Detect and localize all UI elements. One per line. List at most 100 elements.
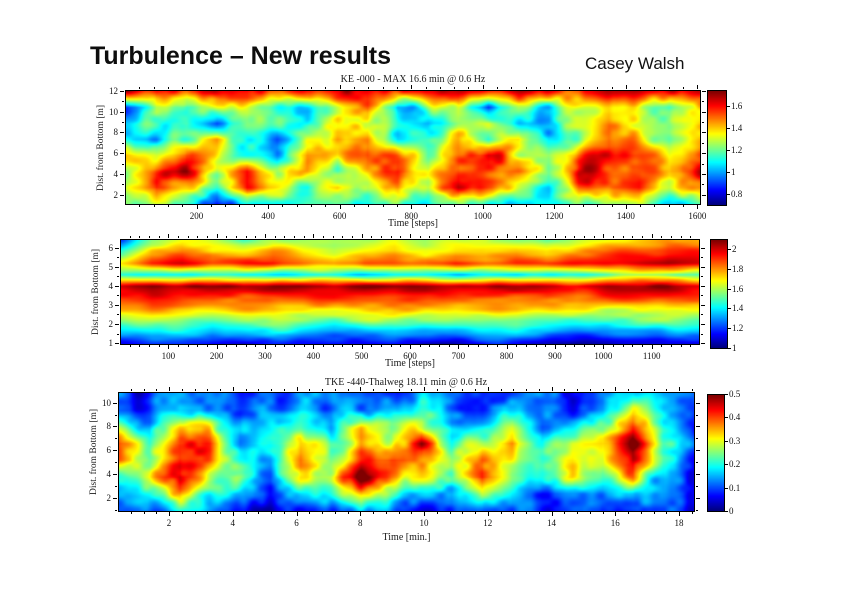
axis-tick — [424, 512, 426, 516]
y-tick-label: 1 — [108, 338, 114, 349]
axis-tick — [274, 345, 276, 347]
axis-tick — [475, 389, 477, 391]
axis-tick — [603, 234, 605, 238]
axis-tick — [696, 414, 698, 416]
axis-tick — [258, 512, 260, 514]
axis-tick — [129, 236, 131, 238]
axis-tick — [439, 345, 440, 347]
axis-tick — [268, 85, 270, 89]
axis-tick — [613, 345, 614, 347]
axis-tick — [702, 142, 704, 144]
axis-tick — [477, 345, 479, 347]
axis-tick — [225, 87, 227, 89]
axis-tick — [701, 314, 703, 316]
axis-tick — [702, 163, 704, 165]
axis-tick — [373, 389, 375, 391]
axis-tick — [727, 172, 730, 174]
axis-tick — [551, 512, 553, 516]
axis-tick — [642, 345, 643, 347]
axis-tick — [168, 234, 170, 238]
axis-tick — [702, 122, 704, 124]
axis-tick — [232, 387, 234, 391]
axis-tick — [538, 389, 540, 391]
axis-tick — [468, 236, 469, 238]
axis-tick — [194, 512, 196, 514]
axis-tick — [385, 512, 387, 514]
axis-tick — [115, 285, 119, 287]
axis-tick — [181, 389, 183, 391]
y-tick-label: 2 — [113, 189, 119, 200]
axis-tick — [439, 87, 441, 89]
axis-tick — [122, 142, 124, 144]
axis-tick — [551, 387, 553, 391]
y-tick-label: 10 — [109, 106, 118, 117]
axis-tick — [411, 85, 413, 89]
axis-tick — [294, 236, 295, 238]
colorbar-tick-label: 0.1 — [729, 482, 741, 493]
axis-tick — [642, 236, 643, 238]
axis-tick — [651, 345, 653, 349]
y-tick-label: 6 — [113, 148, 119, 159]
x-tick-label: 800 — [404, 211, 418, 221]
axis-tick — [725, 464, 728, 466]
axis-tick — [602, 512, 604, 514]
axis-tick — [727, 128, 730, 130]
y-tick-label: 10 — [102, 397, 111, 408]
axis-tick — [245, 512, 247, 514]
axis-tick — [727, 194, 730, 196]
axis-tick — [654, 87, 656, 89]
axis-tick — [690, 345, 692, 347]
axis-tick — [130, 512, 132, 514]
axis-tick — [727, 106, 730, 108]
axis-tick — [651, 234, 653, 238]
axis-tick — [429, 236, 431, 238]
axis-tick — [615, 512, 617, 516]
axis-tick — [325, 87, 327, 89]
colorbar-canvas — [708, 91, 726, 205]
axis-tick — [584, 236, 585, 238]
axis-tick — [622, 345, 624, 347]
axis-tick — [582, 87, 584, 89]
colorbar-canvas — [708, 395, 724, 511]
colorbar-tick-label: 1.4 — [732, 303, 744, 314]
axis-tick — [210, 205, 212, 207]
axis-tick — [332, 236, 334, 238]
axis-tick — [122, 122, 124, 124]
x-tick-label: 1000 — [473, 211, 492, 221]
axis-tick — [187, 236, 189, 238]
axis-tick — [680, 236, 682, 238]
axis-tick — [597, 87, 599, 89]
axis-tick — [577, 389, 579, 391]
axis-tick — [702, 173, 706, 175]
axis-tick — [625, 85, 627, 89]
x-tick-label: 500 — [354, 351, 369, 361]
axis-tick — [274, 236, 276, 238]
axis-tick — [207, 512, 209, 514]
x-tick-label: 1600 — [688, 211, 707, 221]
axis-tick — [216, 234, 218, 238]
axis-tick — [526, 236, 527, 238]
x-tick-label: 600 — [332, 211, 347, 221]
axis-tick — [671, 345, 672, 347]
axis-tick — [696, 509, 698, 511]
axis-tick — [702, 184, 704, 186]
axis-tick — [475, 512, 477, 514]
axis-tick — [194, 389, 196, 391]
heatmap-canvas — [119, 393, 694, 511]
axis-tick — [611, 87, 613, 89]
axis-tick — [526, 345, 527, 347]
axis-tick — [225, 205, 227, 207]
axis-tick — [122, 184, 124, 186]
axis-tick — [353, 87, 355, 89]
x-tick-label: 200 — [209, 351, 224, 361]
axis-tick — [347, 389, 349, 391]
plot-title: KE -000 - MAX 16.6 min @ 0.6 Hz — [340, 74, 486, 85]
axis-tick — [584, 345, 585, 347]
axis-tick — [424, 387, 426, 391]
axis-tick — [568, 87, 570, 89]
axis-tick — [411, 512, 413, 514]
colorbar-tick-label: 0.8 — [731, 189, 743, 200]
axis-tick — [613, 236, 614, 238]
axis-tick — [462, 389, 464, 391]
axis-tick — [448, 236, 450, 238]
